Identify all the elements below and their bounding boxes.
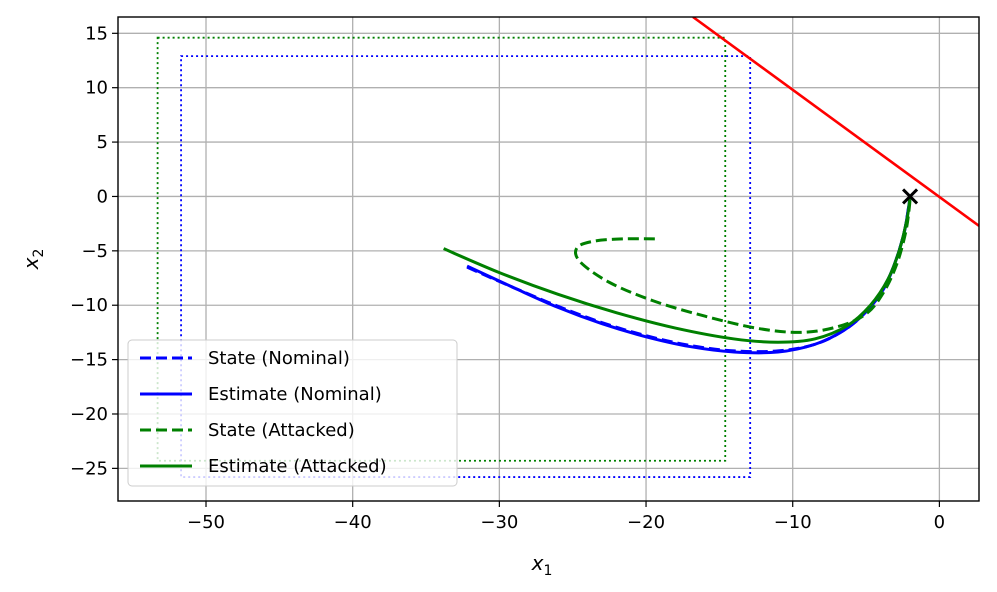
x-tick-label: −20 bbox=[627, 512, 665, 533]
x-axis-ticks: −50 −40 −30 −20 −10 0 bbox=[187, 501, 945, 533]
y-tick-label: 15 bbox=[85, 23, 108, 44]
y-tick-label: −25 bbox=[70, 458, 108, 479]
grid bbox=[118, 17, 979, 501]
legend-label-state-attacked: State (Attacked) bbox=[208, 420, 355, 441]
x-axis-label: x1 bbox=[531, 551, 553, 579]
legend: State (Nominal) Estimate (Nominal) State… bbox=[127, 339, 458, 487]
series-line-4 bbox=[443, 196, 912, 344]
plot-area bbox=[156, 17, 979, 478]
y-axis-label-main: x bbox=[19, 257, 43, 270]
trajectory-series bbox=[443, 196, 912, 355]
series-line-3 bbox=[574, 196, 912, 334]
plot-frame bbox=[117, 16, 980, 502]
y-axis-ticks: −25 −20 −15 −10 −5 0 5 10 15 bbox=[70, 23, 118, 479]
y-axis-label-sub: 2 bbox=[31, 249, 47, 258]
target-marker-stroke bbox=[902, 188, 919, 205]
x-tick-label: −30 bbox=[480, 512, 518, 533]
y-tick-label: 5 bbox=[97, 132, 108, 153]
legend-label-estimate-attacked: Estimate (Attacked) bbox=[208, 456, 387, 477]
y-tick-label: −15 bbox=[70, 350, 108, 371]
x-tick-label: 0 bbox=[934, 512, 945, 533]
y-tick-label: −5 bbox=[81, 241, 108, 262]
target-marker bbox=[902, 188, 919, 205]
legend-box bbox=[127, 339, 458, 487]
y-axis-label: x2 bbox=[19, 249, 47, 271]
x-tick-label: −50 bbox=[187, 512, 225, 533]
legend-label-estimate-nominal: Estimate (Nominal) bbox=[208, 384, 382, 405]
y-tick-label: −10 bbox=[70, 295, 108, 316]
y-tick-label: −20 bbox=[70, 404, 108, 425]
y-tick-label: 0 bbox=[97, 186, 108, 207]
x-tick-label: −10 bbox=[774, 512, 812, 533]
y-tick-label: 10 bbox=[85, 78, 108, 99]
x-tick-label: −40 bbox=[334, 512, 372, 533]
x-axis-label-sub: 1 bbox=[543, 563, 552, 579]
x-axis-label-main: x bbox=[531, 551, 544, 575]
boundary-line bbox=[692, 17, 979, 227]
legend-label-state-nominal: State (Nominal) bbox=[208, 348, 350, 369]
